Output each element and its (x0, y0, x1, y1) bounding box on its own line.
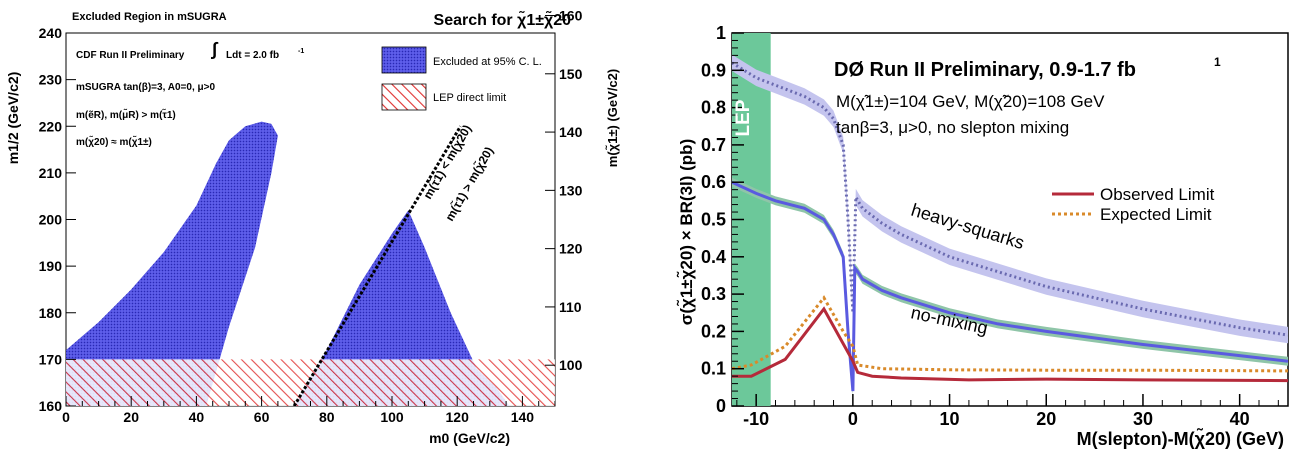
right-ytick-label: 0.5 (701, 210, 726, 230)
legend-label-excluded: Excluded at 95% C. L. (433, 56, 542, 68)
left-mass-equal-label: m(χ̃20) ≈ m(χ̃1±) (76, 135, 152, 148)
left-xtick-label: 100 (380, 409, 404, 425)
left-ytick-right-label: 140 (559, 124, 583, 140)
right-xtick-label: 0 (848, 409, 858, 429)
no-mixing-line (732, 180, 1288, 392)
right-ytick-label: 0.4 (701, 247, 726, 267)
left-ytick-label: 200 (39, 212, 63, 228)
right-xtick-label: -10 (743, 409, 769, 429)
legend-label-observed: Observed Limit (1100, 185, 1215, 204)
right-xtick-label: 40 (1230, 409, 1250, 429)
left-ytick-right-label: 100 (559, 357, 583, 373)
left-ytick-right-label: 120 (559, 241, 583, 257)
left-ytick-right-label: 130 (559, 182, 583, 198)
left-lumi-label: Ldt = 2.0 fb (226, 50, 279, 61)
right-xtick-label: 20 (1036, 409, 1056, 429)
right-title-exp: 1 (1214, 55, 1221, 69)
right-ytick-label: 0.2 (701, 321, 726, 341)
left-ytick-right-label: 110 (559, 299, 582, 315)
left-ytick-label: 170 (39, 351, 63, 367)
heavy-squarks-line (732, 61, 1288, 337)
right-ytick-label: 0.3 (701, 284, 726, 304)
left-xtick-label: 40 (189, 409, 205, 425)
left-chart: Excluded Region in mSUGRA Search for χ̃1… (5, 8, 620, 446)
masses-label: M(χ̃1±)=104 GeV, M(χ̃20)=108 GeV (836, 92, 1105, 111)
lep-band-label: LEP (733, 99, 754, 136)
left-xtick-label: 0 (62, 409, 70, 425)
left-legend: Excluded at 95% C. L. LEP direct limit (381, 46, 542, 111)
left-ytick-right-label: 160 (559, 8, 583, 24)
left-subtitle: Excluded Region in mSUGRA (72, 11, 227, 23)
left-ytick-label: 210 (39, 165, 63, 181)
left-ytick-right-label: 150 (559, 66, 583, 82)
left-ylabel: m1/2 (GeV/c2) (5, 72, 21, 165)
lep-limit-region (66, 359, 555, 406)
left-xtick-label: 140 (511, 409, 535, 425)
left-experiment-label: CDF Run II Preliminary (76, 50, 185, 61)
left-ytick-label: 180 (39, 305, 63, 321)
left-model-label: mSUGRA tan(β)=3, A0=0, μ>0 (76, 82, 215, 93)
left-ylabel-right: m(χ̃1±) (GeV/c2) (605, 69, 620, 167)
right-title: DØ Run II Preliminary, 0.9-1.7 fb (834, 59, 1136, 81)
left-ytick-label: 240 (39, 25, 63, 41)
heavy-squarks-band (732, 54, 1288, 344)
right-ytick-label: 0.7 (701, 135, 726, 155)
left-xtick-label: 20 (123, 409, 139, 425)
params-label: tanβ=3, μ>0, no slepton mixing (836, 118, 1069, 137)
left-mass-order-label: m(ẽR), m(μ̃R) > m(τ̃1) (76, 108, 176, 121)
legend-swatch-excluded (381, 46, 427, 74)
boundary-line (292, 125, 462, 406)
right-xtick-label: 30 (1133, 409, 1153, 429)
left-ytick-label: 190 (39, 258, 63, 274)
integral-sign: ∫ (211, 39, 219, 59)
right-ytick-label: 0.9 (701, 60, 726, 80)
right-ylabel: σ(χ̃1±χ̃20) × BR(3l) (pb) (676, 139, 696, 325)
left-title: Search for χ̃1±χ̃20 (434, 9, 572, 29)
right-legend: Observed Limit Expected Limit (1052, 185, 1215, 224)
left-ytick-label: 230 (39, 72, 63, 88)
no-mixing-band (732, 177, 1288, 396)
legend-label-lep: LEP direct limit (433, 92, 506, 104)
right-ytick-label: 0.8 (701, 98, 726, 118)
right-chart: -10 0 10 20 30 40 0 0.1 0.2 0.3 0.4 0.5 0.6 0.7 0.8 0.9… (676, 23, 1289, 449)
left-xtick-label: 120 (446, 409, 470, 425)
left-lumi-exp: -1 (298, 48, 304, 55)
expected-limit-line (732, 295, 1288, 373)
right-ytick-label: 1 (716, 23, 726, 43)
legend-swatch-lep (381, 83, 427, 111)
observed-limit-line (732, 306, 1288, 383)
right-ytick-label: 0.6 (701, 172, 726, 192)
left-xtick-label: 60 (254, 409, 270, 425)
right-ytick-label: 0 (716, 396, 726, 416)
left-ytick-label: 160 (39, 398, 63, 414)
excluded-region-left (66, 121, 278, 406)
right-ytick-label: 0.1 (701, 359, 726, 379)
left-xlabel: m0 (GeV/c2) (429, 430, 510, 446)
right-xlabel: M(slepton)-M(χ̃20) (GeV) (1077, 427, 1284, 449)
legend-label-expected: Expected Limit (1100, 205, 1212, 224)
left-ytick-label: 220 (39, 118, 63, 134)
left-xtick-label: 80 (319, 409, 335, 425)
right-xtick-label: 10 (940, 409, 960, 429)
excluded-region-right (294, 210, 510, 406)
